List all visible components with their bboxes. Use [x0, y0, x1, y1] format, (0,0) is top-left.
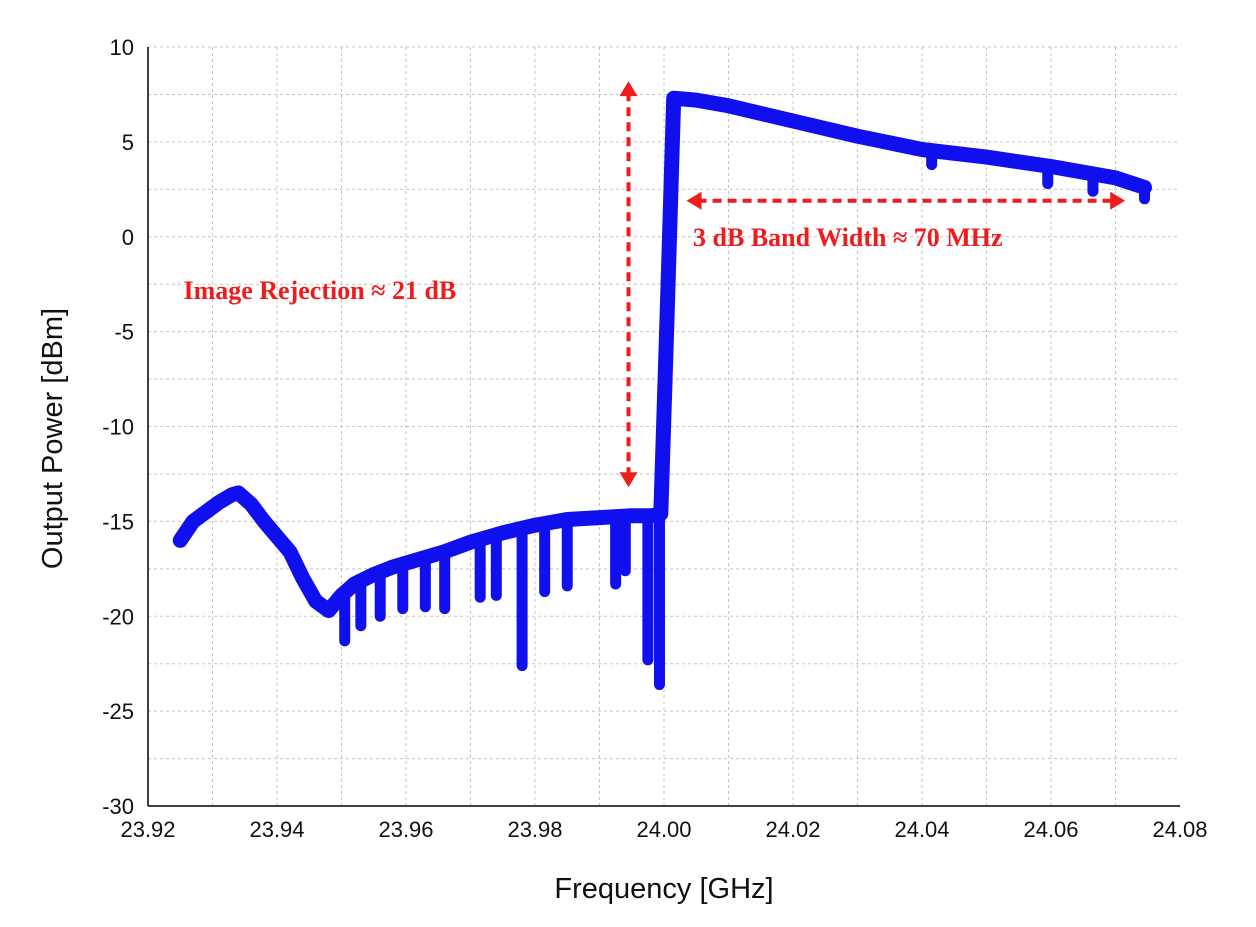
- y-tick-label: 5: [122, 130, 134, 155]
- tick-labels: 23.92 23.94 23.96 23.98 24.00 24.02 24.04 24.06…: [102, 35, 1207, 842]
- series-line: [172, 90, 1152, 619]
- annotations-layer: Image Rejection ≈ 21 dB 3 dB Band Width ≈…: [183, 81, 1126, 488]
- x-axis-title: Frequency [GHz]: [554, 873, 773, 905]
- annotation-arrowhead: [686, 191, 702, 210]
- axes: [147, 47, 1180, 807]
- y-tick-label: -25: [102, 699, 134, 724]
- x-tick-label: 24.06: [1023, 817, 1078, 842]
- x-tick-label: 23.96: [378, 817, 433, 842]
- y-tick-label: 0: [122, 225, 134, 250]
- y-tick-label: -20: [102, 604, 134, 629]
- x-tick-label: 24.02: [765, 817, 820, 842]
- annotation-label: Image Rejection ≈ 21 dB: [183, 276, 456, 305]
- y-tick-label: -5: [114, 320, 134, 345]
- y-tick-label: 10: [110, 35, 134, 60]
- annotation-arrowhead: [619, 472, 638, 488]
- y-tick-label: -15: [102, 509, 134, 534]
- x-tick-label: 23.98: [507, 817, 562, 842]
- series-layer: [172, 90, 1152, 691]
- x-tick-label: 24.00: [636, 817, 691, 842]
- x-tick-label: 24.08: [1152, 817, 1207, 842]
- y-axis-title: Output Power [dBm]: [37, 308, 69, 569]
- y-tick-label: -10: [102, 415, 134, 440]
- annotation-arrowhead: [1110, 191, 1126, 210]
- y-tick-label: -30: [102, 794, 134, 819]
- x-tick-label: 23.92: [120, 817, 175, 842]
- x-tick-label: 24.04: [894, 817, 949, 842]
- x-tick-label: 23.94: [249, 817, 304, 842]
- annotation-arrowhead: [619, 81, 638, 97]
- annotation-label: 3 dB Band Width ≈ 70 MHz: [693, 223, 1003, 252]
